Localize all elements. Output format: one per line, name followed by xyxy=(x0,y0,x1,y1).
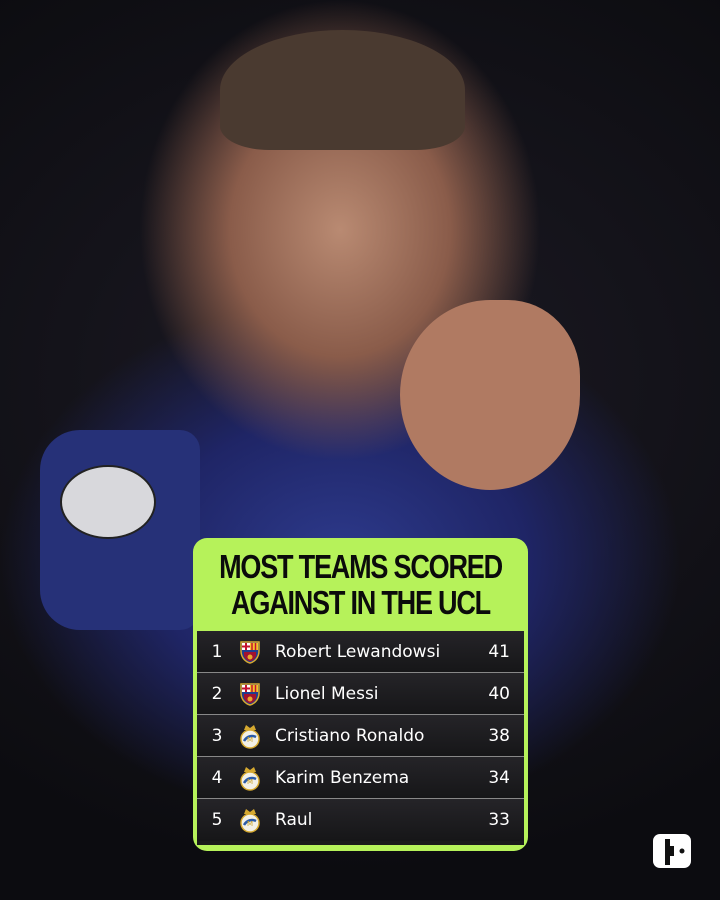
player-name: Karim Benzema xyxy=(275,767,410,788)
barcelona-crest-icon xyxy=(237,639,263,665)
title-line-2: AGAINST IN THE UCL xyxy=(231,583,491,621)
real-madrid-crest-icon: M xyxy=(237,765,263,791)
publisher-logo-icon xyxy=(653,834,691,868)
rank: 2 xyxy=(211,683,223,704)
player-name: Raul xyxy=(275,810,313,830)
rank: 4 xyxy=(211,767,223,788)
rank: 5 xyxy=(211,810,223,830)
table-row: 4 M Karim Benzema 34 xyxy=(197,757,524,799)
card-title: MOST TEAMS SCORED AGAINST IN THE UCL xyxy=(219,538,503,631)
player-hair xyxy=(220,30,465,150)
stats-card: MOST TEAMS SCORED AGAINST IN THE UCL 1 Ro… xyxy=(193,538,528,851)
table-row: 5 M Raul 33 xyxy=(197,799,524,841)
teams-count: 34 xyxy=(488,767,510,788)
real-madrid-crest-icon: M xyxy=(237,723,263,749)
svg-text:M: M xyxy=(247,820,253,828)
table-row: 1 Robert Lewandowsi 41 xyxy=(197,631,524,673)
svg-text:M: M xyxy=(247,778,253,786)
table-row: 2 Lionel Messi 40 xyxy=(197,673,524,715)
ranking-table: 1 Robert Lewandowsi 41 2 Lionel Messi 40 3 M Cri… xyxy=(197,631,524,845)
barcelona-crest-icon xyxy=(237,681,263,707)
svg-text:M: M xyxy=(247,736,253,744)
table-row: 3 M Cristiano Ronaldo 38 xyxy=(197,715,524,757)
player-name: Robert Lewandowsi xyxy=(275,641,441,662)
rank: 3 xyxy=(211,725,223,746)
title-line-1: MOST TEAMS SCORED xyxy=(219,547,503,585)
player-hand xyxy=(400,300,580,490)
ucl-badge xyxy=(60,465,156,539)
teams-count: 33 xyxy=(488,810,510,830)
player-name: Cristiano Ronaldo xyxy=(275,725,425,746)
rank: 1 xyxy=(211,641,223,662)
real-madrid-crest-icon: M xyxy=(237,807,263,833)
teams-count: 38 xyxy=(488,725,510,746)
teams-count: 40 xyxy=(488,683,510,704)
teams-count: 41 xyxy=(488,641,510,662)
player-name: Lionel Messi xyxy=(275,683,379,704)
